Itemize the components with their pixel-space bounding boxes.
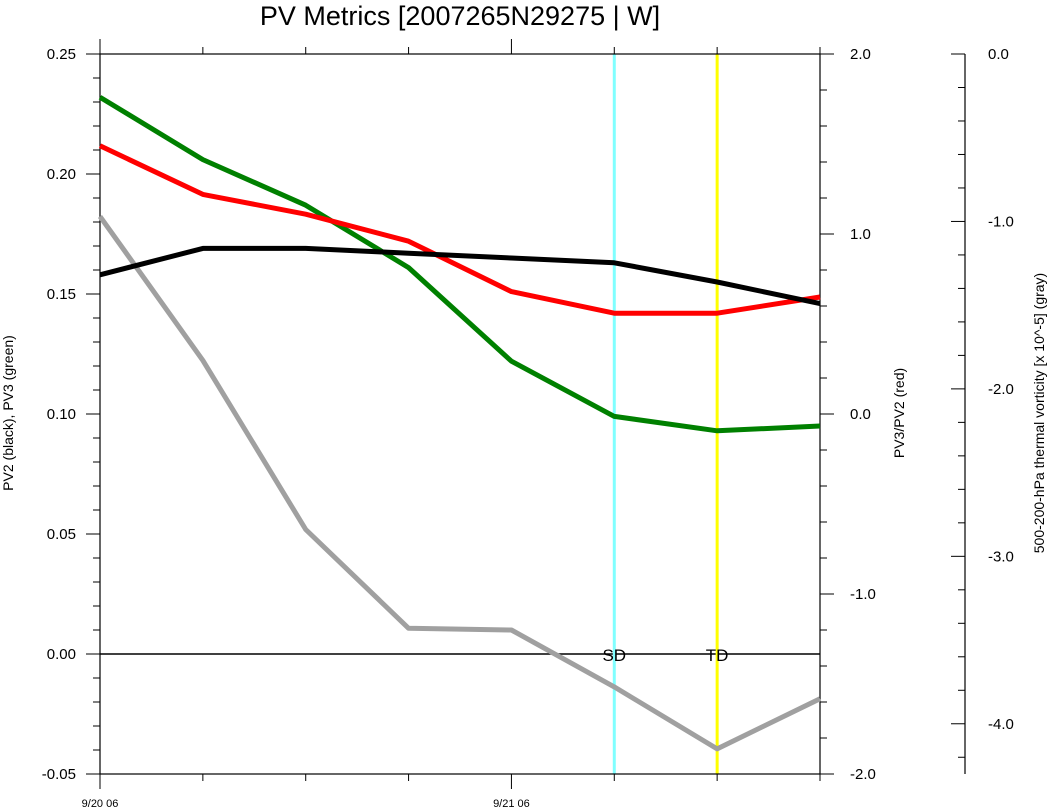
far-axis-label: 500-200-hPa thermal vorticity [x 10^-5] …: [1031, 273, 1047, 553]
series-line-0: [99, 245, 821, 307]
left-axis-tick-label: 0.15: [47, 286, 76, 303]
right-axis-tick-label: 2.0: [850, 46, 871, 63]
right-axis-tick-label: -1.0: [850, 586, 876, 603]
left-axis-tick-label: 0.20: [47, 166, 76, 183]
series-line-3: [97, 214, 822, 752]
far-axis-tick-label: 0.0: [988, 46, 1009, 63]
left-axis-tick-label: 0.25: [47, 46, 76, 63]
left-axis-tick-label: -0.05: [42, 766, 76, 783]
left-axis-tick-label: 0.10: [47, 406, 76, 423]
right-axis-tick-label: -2.0: [850, 766, 876, 783]
x-tick-label: 9/20 06: [82, 798, 119, 810]
right-axis-tick-label: 1.0: [850, 226, 871, 243]
series-line-2: [98, 143, 821, 316]
far-axis-tick-label: -3.0: [988, 548, 1014, 565]
left-axis-label: PV2 (black), PV3 (green): [0, 335, 16, 491]
reference-label-td: TD: [706, 646, 729, 665]
plot-area: SD TD 9/20 06 9/21 06 -0.05 0.00 0.05 0.10 0.15 0…: [42, 39, 1014, 810]
reference-label-sd: SD: [602, 646, 626, 665]
right-axis-tick-label: 0.0: [850, 406, 871, 423]
series-line-1: [98, 95, 821, 434]
left-axis-tick-label: 0.05: [47, 526, 76, 543]
left-axis-tick-label: 0.00: [47, 646, 76, 663]
far-axis-tick-label: -4.0: [988, 716, 1014, 733]
far-axis-tick-label: -2.0: [988, 381, 1014, 398]
right-axis-label: PV3/PV2 (red): [891, 368, 907, 458]
x-tick-label: 9/21 06: [493, 798, 530, 810]
far-axis-tick-label: -1.0: [988, 213, 1014, 230]
chart-title: PV Metrics [2007265N29275 | W]: [260, 1, 660, 31]
